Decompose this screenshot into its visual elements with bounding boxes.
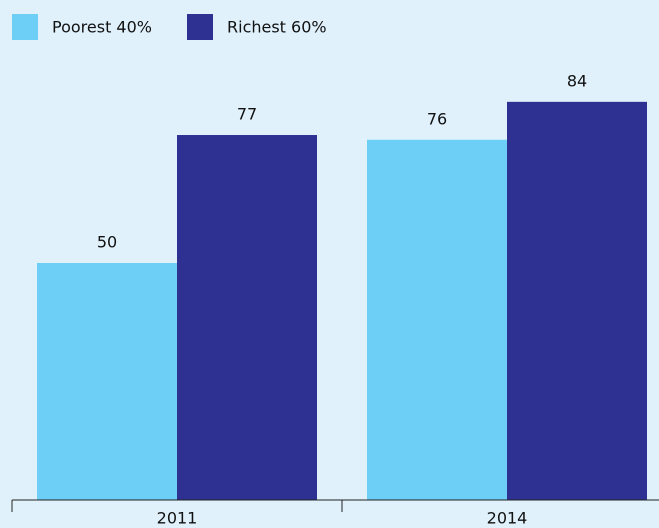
bar <box>507 101 647 500</box>
data-label: 77 <box>237 105 257 124</box>
bar <box>367 139 507 500</box>
data-label: 50 <box>97 233 117 252</box>
legend-label: Richest 60% <box>227 18 327 37</box>
bar <box>37 263 177 500</box>
legend-swatch <box>187 14 213 40</box>
legend-label: Poorest 40% <box>52 18 152 37</box>
x-tick-label: 2011 <box>157 509 198 528</box>
legend-swatch <box>12 14 38 40</box>
data-label: 76 <box>427 109 447 128</box>
data-label: 84 <box>567 71 587 90</box>
x-tick-label: 2014 <box>487 509 528 528</box>
bar <box>177 135 317 500</box>
